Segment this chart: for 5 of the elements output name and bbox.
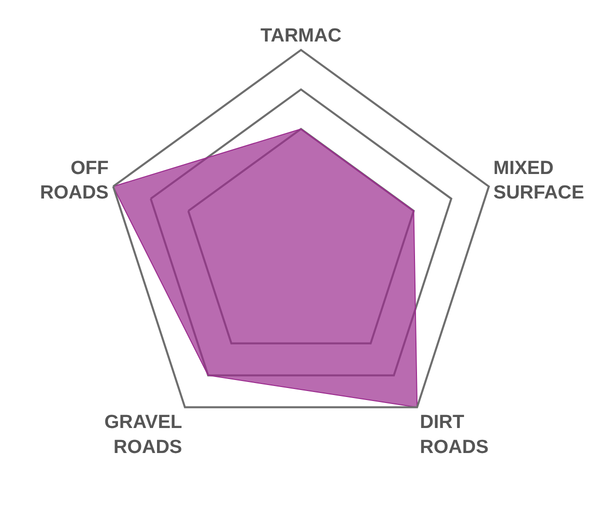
spoke-label: DIRT ROADS [420, 412, 489, 458]
spoke-label: MIXED SURFACE [493, 158, 584, 204]
spoke-label: TARMAC [260, 25, 342, 46]
spoke-label: GRAVEL ROADS [104, 412, 182, 458]
spoke-label: OFF ROADS [40, 158, 109, 204]
